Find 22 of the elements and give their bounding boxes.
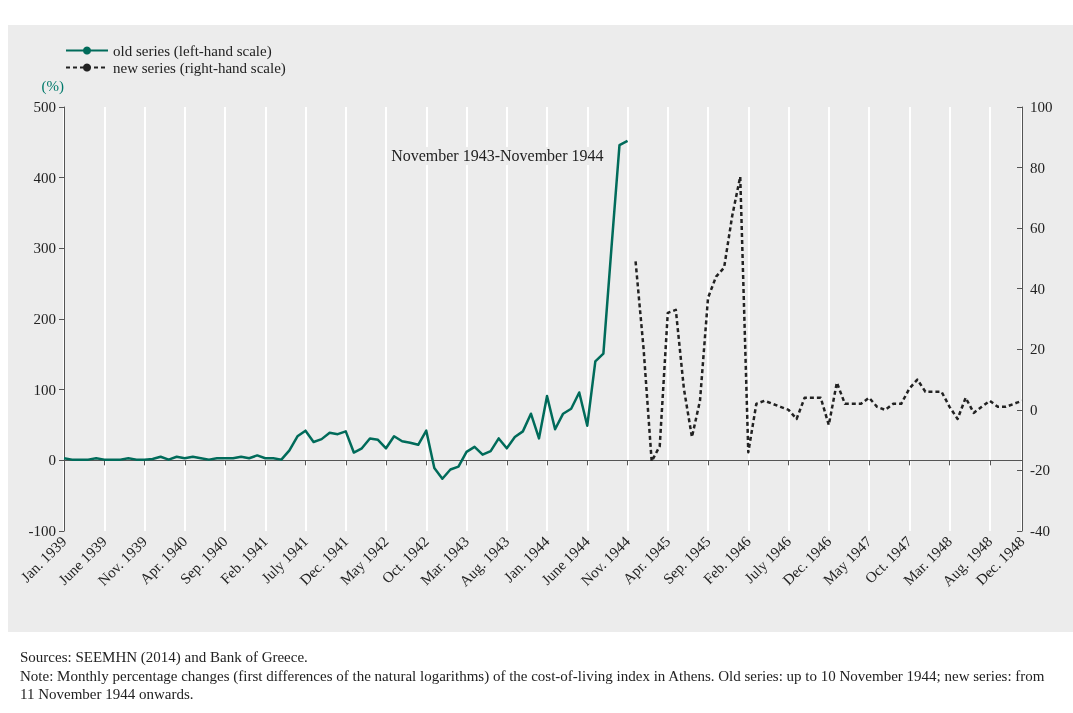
text: Note: Monthly percentage changes (first differences of the natural logarithms) of the cost-of-living index in Athens. Old series: up to 10 November 1944; new series: from 11 November 1944 onwards. (20, 668, 1049, 702)
legend-label: old series (left-hand scale) (113, 42, 272, 60)
y-tick-label: 100 (33, 381, 56, 398)
y-tick-label: 400 (33, 169, 56, 186)
annotation: November 1943-November 1944 (391, 147, 604, 165)
y-tick-label: 0 (48, 452, 56, 469)
y2-tick-label: 40 (1030, 280, 1045, 297)
y2-tick-label: 60 (1030, 220, 1045, 237)
source-note: Sources: SEEMHN (2014) and Bank of Greece. (20, 649, 308, 666)
legend-label: new series (right-hand scale) (113, 59, 286, 77)
y-tick-label: 500 (33, 99, 56, 115)
y2-tick-label: 20 (1030, 341, 1045, 358)
y-tick-label: -100 (28, 523, 56, 539)
y2-tick-label: -20 (1030, 462, 1050, 479)
y-axis-title: (%) (41, 77, 64, 95)
line-series (62, 139, 629, 480)
y-tick-label: 300 (33, 240, 56, 257)
y2-tick-label: -40 (1030, 523, 1050, 539)
y2-tick-label: 100 (1030, 99, 1053, 115)
y2-tick-label: 80 (1030, 159, 1045, 176)
y-tick-label: 200 (33, 311, 56, 327)
y2-tick-label: 0 (1030, 401, 1038, 418)
